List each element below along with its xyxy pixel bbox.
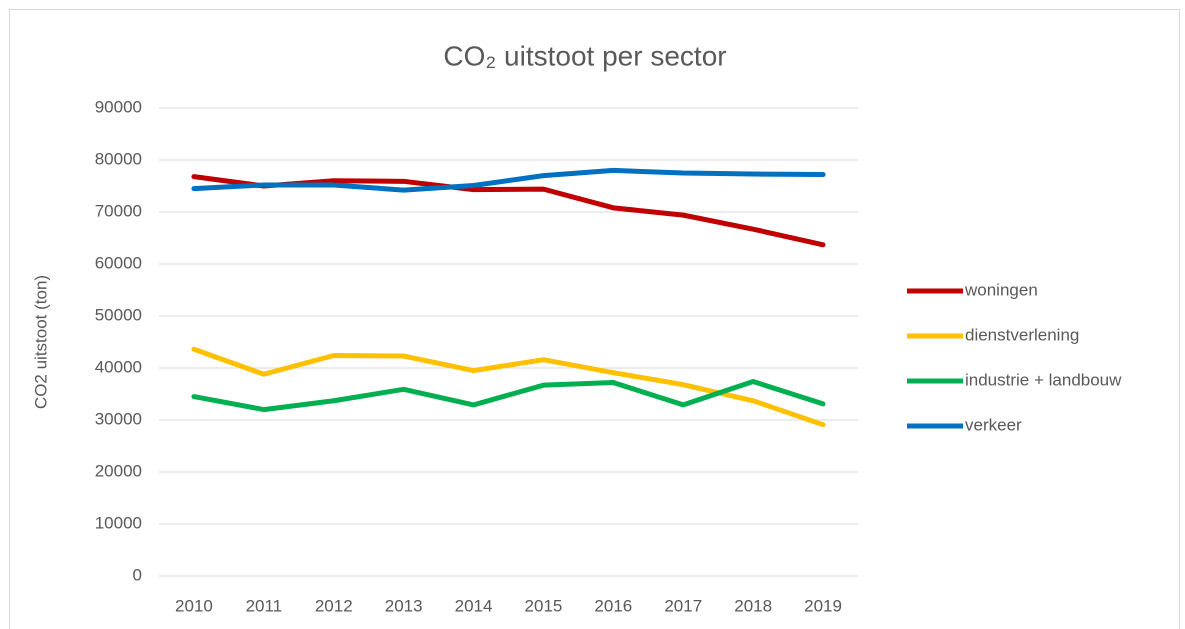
- legend-label: dienstverlening: [965, 325, 1079, 344]
- x-tick-label: 2013: [385, 596, 423, 615]
- y-tick-label: 50000: [95, 305, 142, 324]
- x-tick-label: 2018: [734, 596, 772, 615]
- y-tick-label: 40000: [95, 357, 142, 376]
- y-tick-label: 90000: [95, 97, 142, 116]
- x-tick-label: 2010: [175, 596, 213, 615]
- x-tick-label: 2014: [455, 596, 493, 615]
- chart-border: [9, 9, 1180, 629]
- x-tick-label: 2015: [525, 596, 563, 615]
- x-tick-label: 2012: [315, 596, 353, 615]
- x-tick-label: 2019: [804, 596, 842, 615]
- legend-label: industrie + landbouw: [965, 370, 1122, 389]
- legend-label: verkeer: [965, 415, 1022, 434]
- y-tick-label: 30000: [95, 409, 142, 428]
- y-tick-label: 70000: [95, 201, 142, 220]
- chart-title: CO₂ uitstoot per sector: [443, 40, 726, 71]
- line-series: [191, 379, 826, 413]
- line-series: [191, 167, 826, 193]
- y-tick-label: 20000: [95, 461, 142, 480]
- x-tick-label: 2016: [594, 596, 632, 615]
- y-tick-label: 60000: [95, 253, 142, 272]
- legend-label: woningen: [964, 280, 1038, 299]
- x-tick-label: 2017: [664, 596, 702, 615]
- y-axis-label: CO2 uitstoot (ton): [31, 275, 50, 409]
- x-tick-label: 2011: [246, 596, 283, 615]
- y-tick-label: 0: [133, 565, 142, 584]
- y-tick-label: 80000: [95, 149, 142, 168]
- y-tick-label: 10000: [95, 513, 142, 532]
